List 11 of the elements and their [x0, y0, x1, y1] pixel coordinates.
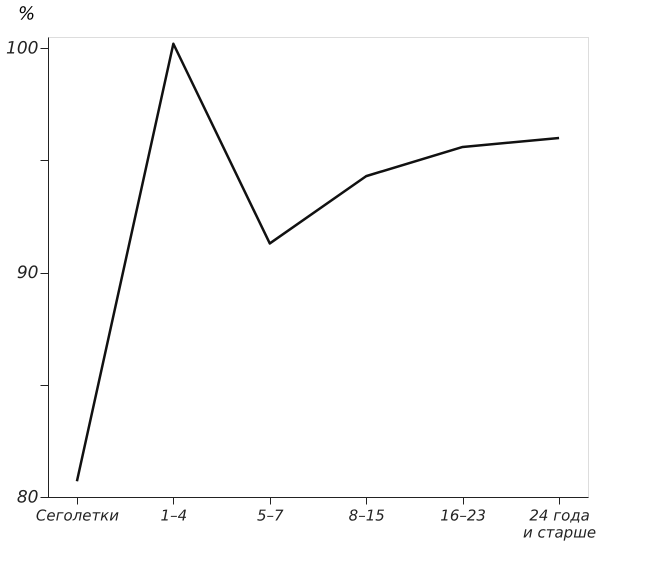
x-tick-label: 24 года и старше: [522, 506, 596, 542]
x-tick-label: Сеголетки: [36, 506, 120, 524]
y-tick-label: 90: [16, 263, 38, 284]
y-tick-label: 100: [6, 38, 38, 59]
y-tick-label: 80: [16, 488, 38, 508]
x-tick-label: 8–15: [348, 506, 385, 524]
x-tick-label: 16–23: [440, 506, 486, 524]
line-series: [76, 42, 560, 483]
x-tick-label: 5–7: [256, 506, 284, 524]
x-tick-label: 1–4: [160, 506, 188, 524]
y-axis-title: %: [18, 4, 36, 24]
